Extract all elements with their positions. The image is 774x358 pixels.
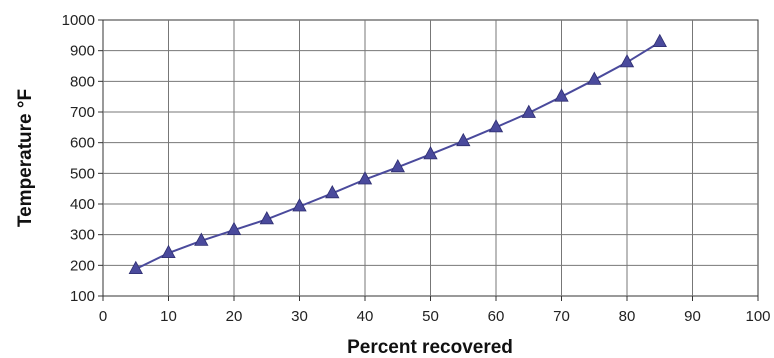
x-tick-label: 60 (488, 308, 505, 325)
x-tick-label: 90 (684, 308, 701, 325)
x-tick-label: 80 (619, 308, 636, 325)
y-tick-label: 1000 (62, 12, 95, 29)
y-axis-title: Temperature °F (15, 89, 36, 227)
x-tick-label: 100 (745, 308, 770, 325)
data-point-marker (619, 54, 635, 68)
y-tick-label: 500 (70, 165, 95, 182)
data-point-marker (652, 33, 667, 47)
y-tick-label: 600 (70, 135, 95, 152)
data-point-marker (488, 119, 504, 133)
data-point-marker (226, 221, 242, 236)
y-tick-label: 400 (70, 196, 95, 213)
y-tick-label: 900 (70, 43, 95, 60)
x-tick-label: 10 (160, 308, 177, 325)
data-point-marker (390, 158, 405, 173)
data-point-marker (554, 88, 569, 102)
data-point-marker (521, 104, 536, 118)
data-point-marker (259, 211, 274, 225)
y-tick-label: 300 (70, 227, 95, 244)
data-point-marker (456, 132, 471, 147)
x-tick-label: 40 (357, 308, 374, 325)
data-point-marker (128, 260, 143, 275)
data-point-marker (587, 71, 602, 85)
data-point-marker (292, 198, 307, 212)
data-point-marker (194, 232, 209, 246)
y-tick-label: 800 (70, 73, 95, 90)
y-tick-label: 700 (70, 104, 95, 121)
x-tick-label: 30 (291, 308, 308, 325)
y-axis-ticks: 100 200 300 400 500 600 700 800 900 1000 (62, 12, 103, 305)
y-tick-label: 100 (70, 288, 95, 305)
data-point-marker (325, 184, 340, 199)
y-tick-label: 200 (70, 257, 95, 274)
x-tick-label: 20 (226, 308, 243, 325)
x-tick-label: 0 (99, 308, 107, 325)
x-axis-ticks: 0 10 20 30 40 50 60 70 80 90 100 (99, 296, 771, 325)
data-point-marker (423, 146, 438, 160)
data-point-marker (161, 244, 176, 259)
x-axis-title: Percent recovered (347, 337, 513, 358)
data-point-marker (357, 171, 373, 185)
x-tick-label: 50 (422, 308, 439, 325)
x-tick-label: 70 (553, 308, 570, 325)
series-group (128, 33, 667, 275)
